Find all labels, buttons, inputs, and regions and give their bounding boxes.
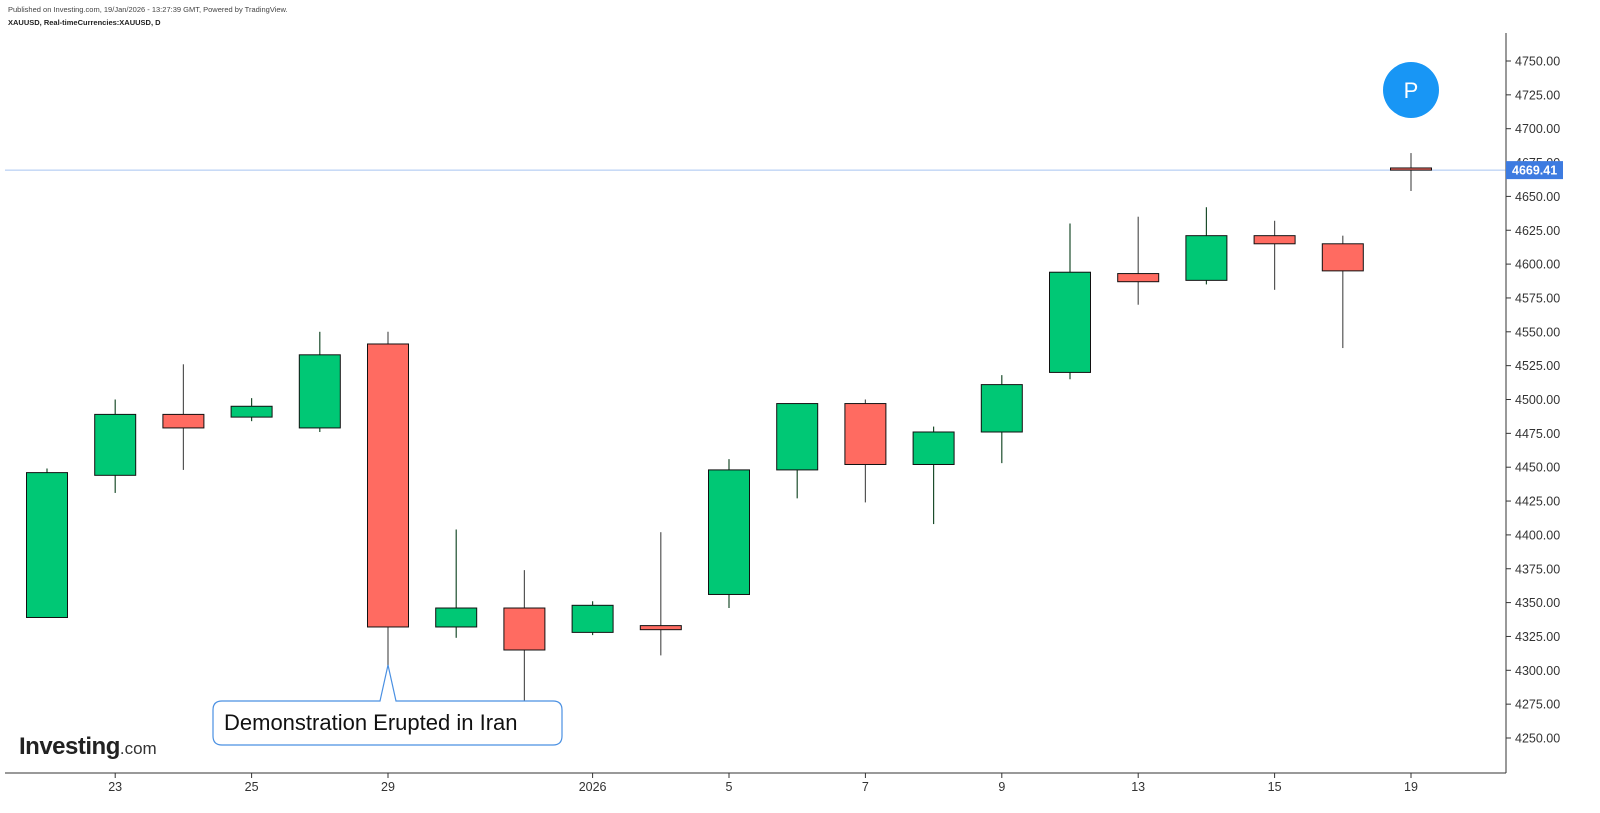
candle [1321,235,1364,349]
x-tick-label: 25 [245,780,259,794]
candle-body [503,607,546,651]
candle-body [1117,273,1160,283]
candle-body [708,469,750,595]
candle [94,399,137,493]
candle-body [844,403,887,465]
annotation-bubble [212,664,563,746]
investing-logo: Investing.com [19,733,157,761]
x-tick-label: 19 [1404,780,1418,794]
marker-badge[interactable]: P [1383,62,1439,118]
candle [298,331,341,432]
candle-body [435,607,478,628]
candle [1390,153,1432,191]
y-tick-label: 4375.00 [1515,562,1560,576]
y-tick-label: 4325.00 [1515,630,1560,644]
y-tick-label: 4625.00 [1515,224,1560,238]
y-tick-label: 4275.00 [1515,698,1560,712]
logo-suffix: .com [119,739,157,758]
candles-layer [26,153,1432,706]
y-tick-label: 4475.00 [1515,427,1560,441]
grid-layer [5,33,1507,774]
candle [708,459,750,609]
x-tick-label: 9 [998,780,1005,794]
x-tick-label: 5 [726,780,733,794]
candle-body [1253,235,1296,245]
candle-body [1049,271,1091,373]
y-tick-label: 4300.00 [1515,664,1560,678]
candle-body [1390,167,1432,171]
candle-body [776,403,819,471]
candle-body [912,431,955,465]
y-tick-label: 4575.00 [1515,291,1560,305]
marker-text: P [1404,78,1419,103]
y-tick-label: 4425.00 [1515,495,1560,509]
candle-body [26,472,68,618]
x-tick-label: 13 [1131,780,1145,794]
x-tick-label: 7 [862,780,869,794]
x-tick-label: 15 [1268,780,1282,794]
y-tick-label: 4250.00 [1515,732,1560,746]
last-price-tag: 4669.41 [1506,161,1563,180]
y-tick-label: 4550.00 [1515,325,1560,339]
published-caption: Published on Investing.com, 19/Jan/2026 … [8,5,288,14]
x-tick-label: 23 [108,780,122,794]
candle-body [571,604,614,633]
candle-body [639,625,682,631]
candle-body [980,384,1023,433]
y-tick-label: 4600.00 [1515,258,1560,272]
candle-body [230,405,273,418]
candle [162,364,205,470]
time-axis[interactable]: 23 25 29 2026 5 7 9 13 15 19 [108,773,1418,794]
candle-body [94,413,137,476]
annotation-callout[interactable]: Demonstration Erupted in Iran [212,664,563,746]
annotation-text: Demonstration Erupted in Iran [224,710,518,735]
candle [844,399,887,503]
candle [1253,220,1296,290]
candle [1117,216,1160,305]
y-tick-label: 4350.00 [1515,596,1560,610]
last-price-tag-bg [1506,161,1563,180]
candle [776,403,819,499]
candle [571,601,614,636]
y-tick-label: 4650.00 [1515,190,1560,204]
y-tick-label: 4400.00 [1515,528,1560,542]
candle-body [1321,243,1364,272]
candle [503,570,546,706]
candle [1185,207,1228,285]
y-tick-label: 4750.00 [1515,55,1560,69]
candle [980,375,1023,464]
y-tick-label: 4725.00 [1515,88,1560,102]
candle-body [1185,235,1228,281]
candle [230,398,273,422]
y-tick-label: 4450.00 [1515,461,1560,475]
candle [912,426,955,525]
marker-circle [1383,62,1439,118]
x-tick-label: 29 [381,780,395,794]
y-tick-label: 4700.00 [1515,122,1560,136]
candle [639,532,682,656]
x-tick-label: 2026 [579,780,607,794]
candle [435,529,478,638]
last-price-tag-text: 4669.41 [1512,164,1557,178]
candle-body [298,354,341,429]
candle [367,331,409,667]
candle-body [367,343,409,628]
y-tick-label: 4525.00 [1515,359,1560,373]
logo-brand: Investing [19,733,120,760]
price-axis[interactable]: 4250.00 4275.00 4300.00 4325.00 4350.00 4375.… [1506,55,1560,746]
candle [26,468,68,618]
y-tick-label: 4500.00 [1515,393,1560,407]
symbol-caption: XAUUSD, Real-timeCurrencies:XAUUSD, D [8,18,161,27]
candle [1049,223,1091,380]
candle-body [162,413,205,429]
